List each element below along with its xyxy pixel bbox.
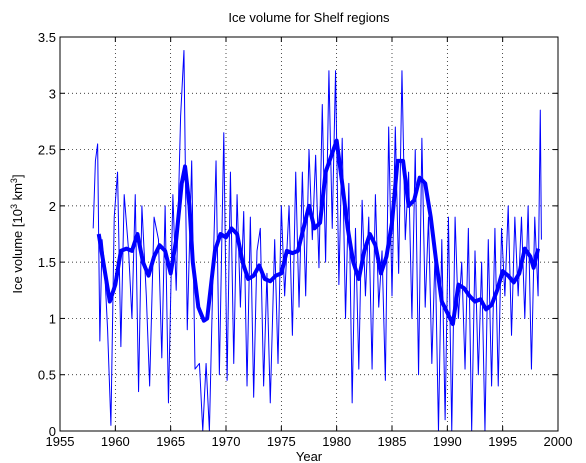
x-tick-label: 1985 [378, 434, 407, 449]
data-line [92, 50, 542, 431]
x-tick-label: 1980 [322, 434, 351, 449]
x-tick-label: 1995 [488, 434, 517, 449]
x-tick-label: 1965 [156, 434, 185, 449]
y-tick-label: 3 [49, 86, 56, 101]
y-tick-label: 0.5 [38, 368, 56, 383]
chart-title: Ice volume for Shelf regions [228, 10, 390, 25]
y-tick-label: 2.5 [38, 143, 56, 158]
y-tick-label: 0 [49, 424, 56, 439]
x-tick-label: 1975 [267, 434, 296, 449]
x-axis-label: Year [296, 449, 323, 463]
x-tick-label: 2000 [544, 434, 573, 449]
x-tick-label: 1970 [212, 434, 241, 449]
y-axis-label-part: 3 [9, 178, 19, 183]
y-tick-label: 2 [49, 199, 56, 214]
y-axis-label-part: ] [10, 174, 25, 178]
x-tick-label: 1955 [46, 434, 75, 449]
x-tick-label: 1990 [433, 434, 462, 449]
y-tick-label: 1.5 [38, 255, 56, 270]
x-tick-label: 1960 [101, 434, 130, 449]
y-axis-label-part: km [10, 183, 25, 204]
y-axis-label-part: Ice volume [10 [10, 209, 25, 294]
y-tick-label: 1 [49, 311, 56, 326]
plot-frame [59, 36, 559, 432]
y-axis-label-part: 3 [9, 204, 19, 209]
y-tick-label: 3.5 [38, 30, 56, 45]
y-axis-label: Ice volume [103 km3] [9, 174, 25, 293]
data-line [96, 138, 541, 327]
